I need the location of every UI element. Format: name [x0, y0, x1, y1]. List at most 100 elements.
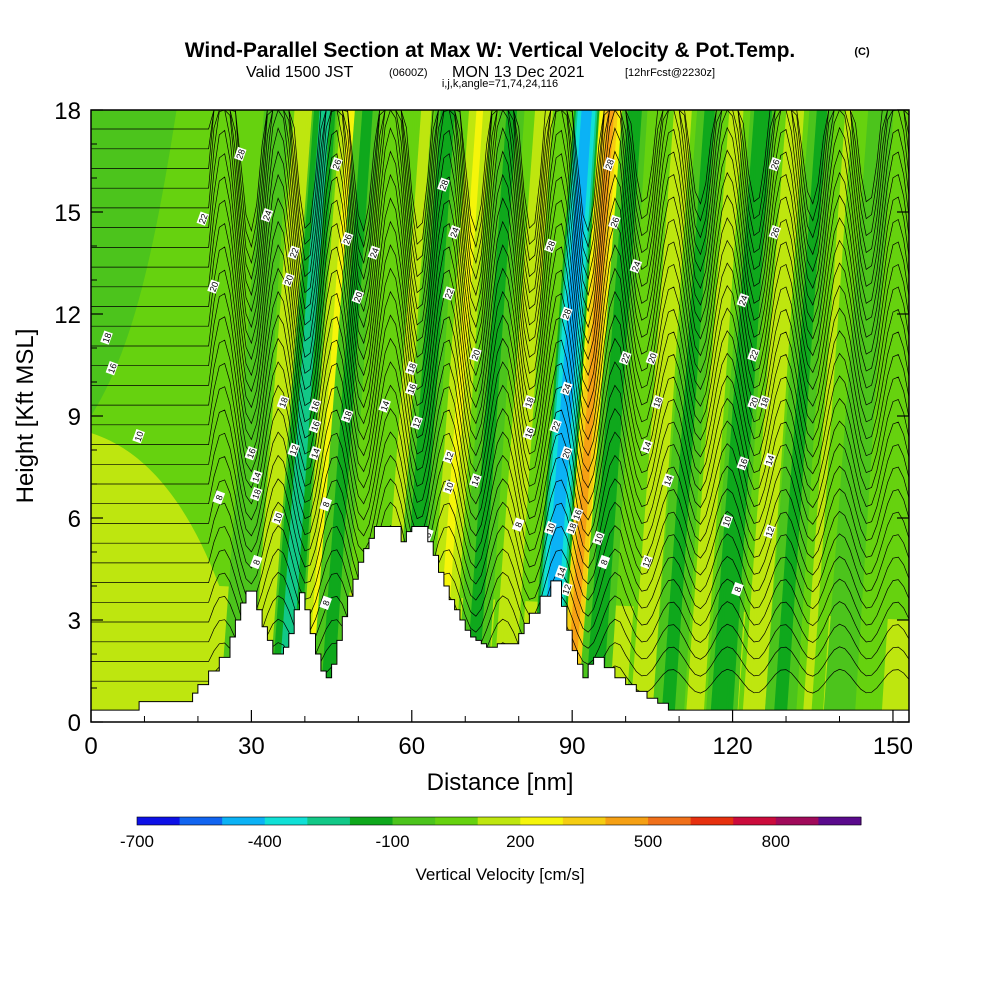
contour-label-text: 20 — [560, 447, 573, 460]
contour-label-text: 12 — [443, 450, 456, 463]
contour-label: 8 — [597, 554, 611, 570]
y-tick-label: 9 — [68, 404, 81, 431]
contour-label-bg — [249, 554, 263, 570]
theta-contour — [91, 290, 909, 441]
contour-label: 8 — [249, 554, 263, 570]
contour-label-bg — [442, 480, 456, 495]
contour-label: 12 — [560, 582, 573, 597]
contour-label-bg — [260, 208, 274, 223]
contour-label-text: 28 — [437, 178, 450, 191]
contour-label-bg — [405, 381, 418, 396]
contour-label-text: 18 — [277, 396, 290, 409]
contour-label-bg — [661, 473, 675, 488]
contour-label-text: 10 — [272, 512, 285, 525]
contour-label-bg — [720, 514, 734, 529]
theta-contour — [91, 110, 909, 313]
valid-utc: (0600Z) — [389, 67, 428, 79]
contour-label-text: 10 — [721, 515, 734, 528]
terrain — [91, 526, 909, 722]
contour-label-text: 24 — [560, 382, 573, 395]
contour-label-bg — [511, 517, 525, 532]
contour-label-bg — [442, 286, 456, 301]
theta-contour — [91, 173, 909, 361]
colorbar-swatch — [733, 817, 777, 825]
contour-label-text: 14 — [469, 474, 482, 487]
contour-label-text: 8 — [251, 558, 262, 566]
contour-label-text: 16 — [106, 362, 119, 375]
contour-label-text: 20 — [646, 352, 659, 365]
contour-label-bg — [544, 238, 557, 254]
contour-label-bg — [560, 381, 573, 396]
contour-label-bg — [437, 177, 450, 192]
contour-label: 18 — [757, 395, 771, 410]
contour-label-bg — [249, 486, 263, 502]
contour-label: 20 — [747, 395, 760, 410]
contour-label: 14 — [640, 439, 653, 454]
contour-label-bg — [592, 531, 605, 546]
contour-label-text: 14 — [555, 566, 568, 579]
contour-label: 26 — [768, 157, 782, 172]
contour-label-bg — [351, 289, 365, 305]
theta-contour — [91, 110, 909, 249]
y-tick-label: 3 — [68, 608, 81, 635]
contour-label-bg — [544, 520, 557, 536]
contour-label-text: 26 — [341, 233, 354, 246]
y-tick-label: 6 — [68, 506, 81, 533]
downdraft-band — [588, 110, 639, 722]
contour-label: 14 — [249, 469, 263, 485]
contour-label-bg — [405, 361, 418, 376]
contour-label-bg — [747, 395, 760, 410]
contour-label-bg — [768, 157, 782, 172]
contour-label-bg — [560, 582, 573, 597]
contour-label-bg — [763, 452, 776, 468]
contour-label-bg — [640, 554, 653, 570]
contour-label-bg — [565, 520, 579, 536]
contour-label-text: 20 — [352, 291, 365, 304]
contour-label-text: 20 — [469, 348, 482, 361]
contour-label-text: 16 — [245, 447, 258, 460]
contour-label: 16 — [105, 361, 119, 376]
contour-label-text: 24 — [448, 226, 461, 239]
contour-label-bg — [554, 565, 568, 580]
contour-label: 18 — [340, 408, 354, 424]
contour-label: 22 — [442, 286, 456, 301]
contour-label-bg — [105, 361, 119, 376]
contour-label: 18 — [405, 361, 418, 376]
contour-label-bg — [287, 442, 301, 458]
y-tick-label: 0 — [68, 710, 81, 737]
contour-label: 10 — [132, 429, 146, 444]
contour-label: 24 — [367, 245, 381, 260]
colorbar-label: Vertical Velocity [cm/s] — [415, 865, 584, 884]
y-tick-label: 18 — [54, 98, 81, 125]
contour-label: 8 — [319, 497, 333, 512]
downdraft-band — [540, 110, 591, 722]
colorbar-tick-label: 200 — [506, 832, 534, 851]
contour-label-text: 22 — [197, 212, 210, 225]
contour-label-bg — [308, 398, 322, 413]
contour-label-text: 10 — [133, 430, 146, 443]
colorbar-tick-label: -700 — [120, 832, 154, 851]
contour-label-text: 14 — [379, 399, 392, 412]
contour-label-text: 16 — [309, 399, 322, 412]
contour-label: 22 — [196, 211, 210, 226]
contour-label: 16 — [736, 456, 750, 471]
contour-label-bg — [330, 157, 343, 172]
contour-label: 26 — [330, 157, 343, 172]
contour-label: 10 — [720, 514, 734, 529]
contour-label-text: 16 — [309, 420, 322, 433]
contour-label-text: 18 — [651, 396, 664, 409]
grid-indices: i,j,k,angle=71,74,24,116 — [442, 78, 558, 90]
contour-label: 28 — [560, 306, 573, 322]
contour-label-text: 8 — [513, 521, 524, 529]
theta-contour — [91, 571, 909, 633]
contour-label-bg — [340, 231, 354, 247]
contour-label: 12 — [410, 415, 424, 430]
contour-label: 14 — [378, 398, 392, 413]
downdraft-band — [716, 110, 767, 722]
theta-contour — [91, 548, 909, 617]
contour-label: 22 — [287, 245, 301, 260]
contour-label-bg — [768, 225, 782, 240]
contour-label-bg — [618, 350, 632, 366]
contour-label: 20 — [207, 279, 220, 294]
colorbar-tick-label: 800 — [762, 832, 790, 851]
